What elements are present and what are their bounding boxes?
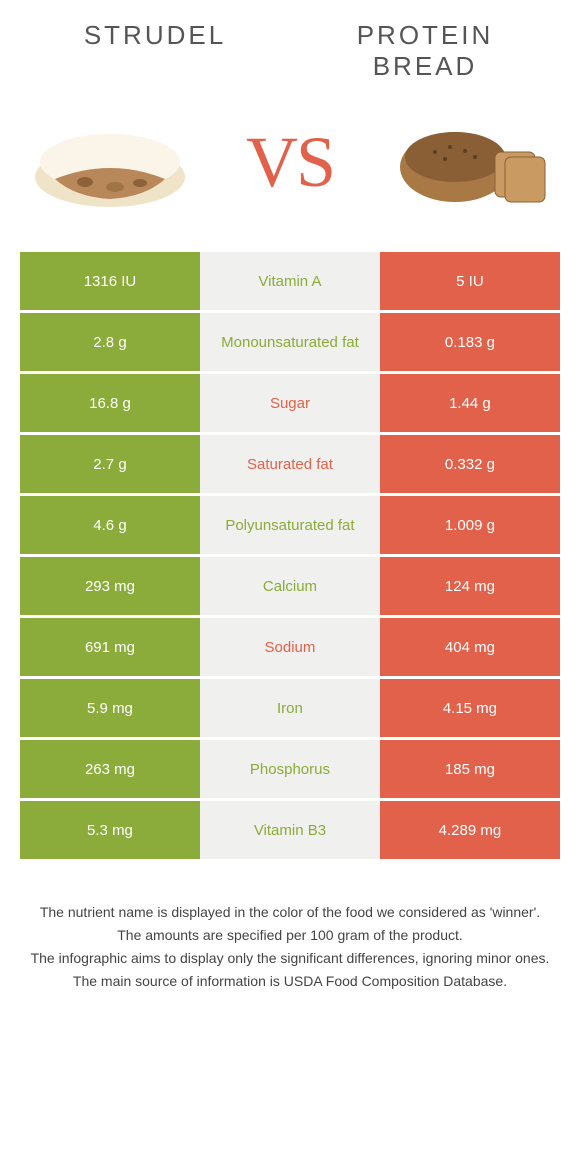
bread-image [380,102,560,222]
cell-right-value: 404 mg [380,618,560,676]
cell-nutrient-name: Vitamin A [200,252,380,310]
cell-right-value: 5 IU [380,252,560,310]
cell-left-value: 4.6 g [20,496,200,554]
cell-right-value: 4.15 mg [380,679,560,737]
vs-label: VS [246,121,334,204]
food-title-right: Protein Bread [304,20,547,82]
cell-right-value: 1.009 g [380,496,560,554]
footer-notes: The nutrient name is displayed in the co… [0,862,580,1014]
table-row: 2.8 gMonounsaturated fat0.183 g [20,313,560,371]
table-row: 5.9 mgIron4.15 mg [20,679,560,737]
cell-nutrient-name: Sodium [200,618,380,676]
cell-right-value: 1.44 g [380,374,560,432]
cell-left-value: 2.7 g [20,435,200,493]
strudel-image [20,102,200,222]
cell-nutrient-name: Saturated fat [200,435,380,493]
cell-nutrient-name: Polyunsaturated fat [200,496,380,554]
cell-left-value: 16.8 g [20,374,200,432]
comparison-table: 1316 IUVitamin A5 IU2.8 gMonounsaturated… [0,252,580,859]
cell-right-value: 0.183 g [380,313,560,371]
cell-left-value: 691 mg [20,618,200,676]
cell-right-value: 124 mg [380,557,560,615]
cell-left-value: 293 mg [20,557,200,615]
food-title-left: Strudel [34,20,277,82]
footer-line-2: The amounts are specified per 100 gram o… [30,925,550,946]
table-row: 1316 IUVitamin A5 IU [20,252,560,310]
cell-nutrient-name: Iron [200,679,380,737]
footer-line-4: The main source of information is USDA F… [30,971,550,992]
table-row: 691 mgSodium404 mg [20,618,560,676]
cell-left-value: 2.8 g [20,313,200,371]
cell-left-value: 5.3 mg [20,801,200,859]
table-row: 293 mgCalcium124 mg [20,557,560,615]
header-titles: Strudel Protein Bread [0,0,580,92]
cell-nutrient-name: Monounsaturated fat [200,313,380,371]
cell-right-value: 0.332 g [380,435,560,493]
table-row: 5.3 mgVitamin B34.289 mg [20,801,560,859]
footer-line-1: The nutrient name is displayed in the co… [30,902,550,923]
table-row: 16.8 gSugar1.44 g [20,374,560,432]
cell-nutrient-name: Calcium [200,557,380,615]
cell-nutrient-name: Vitamin B3 [200,801,380,859]
cell-right-value: 4.289 mg [380,801,560,859]
cell-left-value: 263 mg [20,740,200,798]
cell-nutrient-name: Phosphorus [200,740,380,798]
cell-left-value: 1316 IU [20,252,200,310]
cell-right-value: 185 mg [380,740,560,798]
footer-line-3: The infographic aims to display only the… [30,948,550,969]
images-row: VS [0,92,580,252]
table-row: 263 mgPhosphorus185 mg [20,740,560,798]
cell-nutrient-name: Sugar [200,374,380,432]
table-row: 2.7 gSaturated fat0.332 g [20,435,560,493]
cell-left-value: 5.9 mg [20,679,200,737]
table-row: 4.6 gPolyunsaturated fat1.009 g [20,496,560,554]
